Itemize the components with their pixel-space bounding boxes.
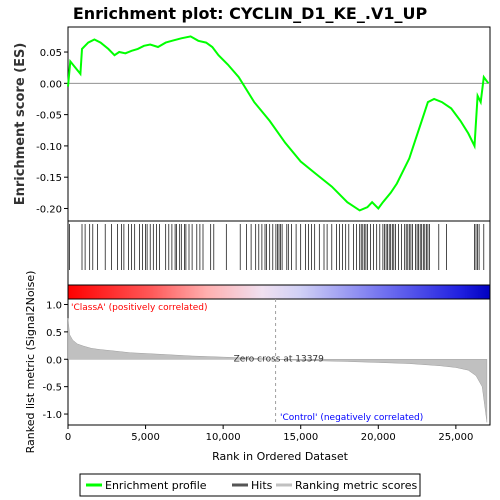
control-label: 'Control' (negatively correlated) — [280, 413, 423, 423]
es-ytick-label: -0.05 — [36, 111, 62, 122]
metric-ytick-label: -0.5 — [42, 383, 62, 394]
metric-ytick-label: 0.0 — [46, 355, 62, 366]
metric-ytick-label: 1.0 — [46, 300, 62, 311]
metric-yticks: 1.0 0.5 0.0 -0.5 -1.0 — [42, 300, 68, 421]
zero-cross-label: Zero cross at 13379 — [234, 354, 325, 364]
es-ylabel: Enrichment score (ES) — [13, 43, 28, 206]
es-ytick-label: 0.05 — [40, 48, 62, 59]
legend-label-profile: Enrichment profile — [105, 479, 207, 492]
es-panel-frame — [67, 26, 491, 222]
xtick-label: 25,000 — [438, 432, 473, 443]
es-yticks: 0.05 0.00 -0.05 -0.10 -0.15 -0.20 — [36, 48, 68, 215]
chart-title: Enrichment plot: CYCLIN_D1_KE_.V1_UP — [73, 4, 428, 23]
xtick-label: 20,000 — [361, 432, 396, 443]
xtick-label: 10,000 — [206, 432, 241, 443]
es-panel: 0.05 0.00 -0.05 -0.10 -0.15 -0.20 Enrichment … — [13, 26, 491, 222]
enrichment-profile-line — [67, 35, 490, 212]
legend-label-hits: Hits — [251, 479, 273, 492]
metric-panel: Zero cross at 13379 'ClassA' (positively… — [24, 271, 491, 463]
metric-ylabel: Ranked list metric (Signal2Noise) — [24, 271, 37, 454]
legend: Enrichment profile Hits Ranking metric s… — [79, 473, 421, 497]
metric-ytick-label: -1.0 — [42, 410, 62, 421]
es-ytick-label: 0.00 — [40, 79, 62, 90]
es-ytick-label: -0.20 — [36, 204, 62, 215]
hits-panel — [67, 220, 491, 300]
xtick-label: 0 — [65, 432, 71, 443]
metric-ytick-label: 0.5 — [46, 328, 62, 339]
x-ticks: 0 5,000 10,000 15,000 20,000 25,000 — [65, 425, 473, 443]
es-ytick-label: -0.15 — [36, 173, 62, 184]
hit-marks — [69, 224, 485, 270]
xtick-label: 15,000 — [283, 432, 318, 443]
legend-label-metric: Ranking metric scores — [295, 479, 417, 492]
rank-color-bar — [67, 284, 491, 300]
xtick-label: 5,000 — [131, 432, 160, 443]
es-ytick-label: -0.10 — [36, 142, 62, 153]
ranking-metric-area — [67, 318, 488, 423]
classA-label: 'ClassA' (positively correlated) — [71, 303, 208, 313]
legend-frame — [79, 473, 421, 497]
metric-xlabel: Rank in Ordered Dataset — [212, 450, 349, 463]
